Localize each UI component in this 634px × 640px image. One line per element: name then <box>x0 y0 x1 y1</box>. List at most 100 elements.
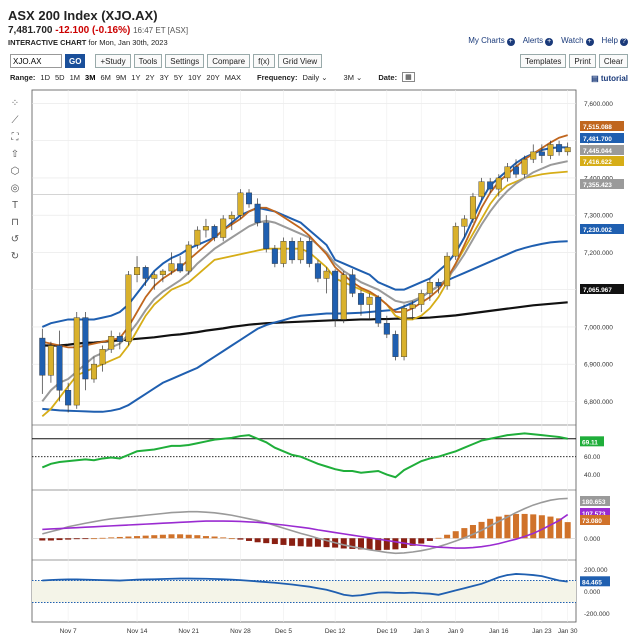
quote-time: 16:47 ET [ASX] <box>133 26 189 35</box>
calendar-icon[interactable]: ▦ <box>402 72 415 82</box>
magnet-icon[interactable]: ⊓ <box>11 217 19 228</box>
candle <box>478 181 485 197</box>
range-option-2y[interactable]: 2Y <box>145 72 155 82</box>
range-option-10y[interactable]: 10Y <box>188 72 202 82</box>
range-option-5d[interactable]: 5D <box>55 72 65 82</box>
x-tick-label: Jan 23 <box>532 628 552 635</box>
compare-button[interactable]: Compare <box>207 54 251 68</box>
candle <box>357 293 364 305</box>
price-tick-label: 7,400.000 <box>584 175 613 182</box>
frequency-label: Frequency: <box>257 72 298 82</box>
candle <box>521 159 528 175</box>
range-option-20y[interactable]: 20Y <box>206 72 220 82</box>
range-option-1y[interactable]: 1Y <box>131 72 141 82</box>
macd-histogram-bar <box>39 538 46 541</box>
circle-icon[interactable]: ◎ <box>10 183 20 194</box>
plus-icon: + <box>585 38 594 46</box>
macd-line <box>42 497 568 555</box>
range-option-3m[interactable]: 3M <box>85 72 96 82</box>
x-tick-label: Jan 30 <box>558 628 578 635</box>
macd-tag-label: 107.573 <box>582 511 606 518</box>
ma-blue-long-line <box>42 240 568 413</box>
range-option-6m[interactable]: 6M <box>100 72 111 82</box>
candle <box>185 244 192 272</box>
range-option-3y[interactable]: 3Y <box>159 72 169 82</box>
text-icon[interactable]: T <box>11 200 19 211</box>
watch-link[interactable]: Watch + <box>561 36 594 46</box>
measure-icon[interactable]: ⛶ <box>11 132 19 143</box>
price-tag-label: 7,065.967 <box>583 287 612 294</box>
macd-histogram-bar <box>444 534 451 539</box>
chevron-down-icon: ⌄ <box>321 72 328 82</box>
crosshair-icon[interactable]: ⁘ <box>10 98 20 109</box>
alerts-link[interactable]: Alerts + <box>522 36 554 46</box>
candle <box>159 270 166 275</box>
price-tag-label: 7,416.622 <box>583 159 612 166</box>
undo-icon[interactable]: ↺ <box>10 234 20 245</box>
x-tick-label: Jan 3 <box>413 628 429 635</box>
price-tag <box>580 284 624 294</box>
candle <box>340 274 347 320</box>
range-option-5y[interactable]: 5Y <box>173 72 184 82</box>
stoch-tick-label: 60.00 <box>584 454 601 461</box>
candle <box>99 349 106 365</box>
range-option-1d[interactable]: 1D <box>40 72 51 82</box>
templates-button[interactable]: Templates <box>519 54 567 68</box>
add-study-button[interactable]: +Study <box>95 54 131 68</box>
print-button[interactable]: Print <box>569 54 596 68</box>
chart-toolbar: GO +Study Tools Settings Compare f(x) Gr… <box>10 54 323 68</box>
macd-histogram-bar <box>56 538 63 541</box>
price-tick-label: 7,000.000 <box>584 324 613 331</box>
candle <box>177 263 184 272</box>
arrow-icon[interactable]: ⇧ <box>10 149 20 160</box>
tutorial-link[interactable]: ▤ tutorial <box>591 74 628 83</box>
candle <box>332 270 339 320</box>
price-tag <box>580 179 624 189</box>
plus-icon: + <box>545 38 554 46</box>
macd-histogram-bar <box>271 538 278 545</box>
macd-tag <box>580 515 610 525</box>
x-tick-label: Dec 12 <box>325 628 346 635</box>
macd-histogram-bar <box>349 538 356 549</box>
price-tick-label: 7,600.000 <box>584 101 613 108</box>
range-bar: Range: 1D 5D 1M 3M 6M 9M 1Y 2Y 3Y 5Y 10Y 20Y MAX Fre… <box>10 72 415 82</box>
osc-tick-label: 0.000 <box>584 589 601 596</box>
x-tick-label: Nov 14 <box>127 628 148 635</box>
redo-icon[interactable]: ↻ <box>10 251 20 262</box>
my-charts-link[interactable]: My Charts + <box>468 36 515 46</box>
range-option-max[interactable]: MAX <box>224 72 242 82</box>
date-label: Date: <box>378 72 398 82</box>
x-tick-label: Nov 28 <box>230 628 251 635</box>
candle <box>90 363 97 380</box>
candle <box>289 241 296 261</box>
settings-button[interactable]: Settings <box>165 54 205 68</box>
macd-histogram-bar <box>228 538 235 540</box>
candle <box>142 267 149 279</box>
go-button[interactable]: GO <box>65 54 86 68</box>
help-link[interactable]: Help? <box>602 36 628 46</box>
x-tick-label: Dec 19 <box>377 628 398 635</box>
range-option-9m[interactable]: 9M <box>115 72 127 82</box>
subtitle-date: for Mon, Jan 30th, 2023 <box>86 38 168 47</box>
fx-button[interactable]: f(x) <box>253 54 275 68</box>
macd-histogram-bar <box>168 534 175 539</box>
osc-tick-label: 200.000 <box>584 567 608 574</box>
price-tick-label: 7,300.000 <box>584 213 613 220</box>
candle <box>435 282 442 287</box>
shapes-icon[interactable]: ⬡ <box>10 166 20 177</box>
price-tag-label: 7,355.423 <box>583 182 612 189</box>
macd-histogram-bar <box>116 536 123 539</box>
frequency-select[interactable]: Daily ⌄ <box>302 72 328 82</box>
line-tool-icon[interactable]: ⟋ <box>11 115 19 126</box>
range-option-1m[interactable]: 1M <box>69 72 81 82</box>
candle <box>220 218 227 238</box>
macd-histogram-bar <box>90 538 97 540</box>
macd-histogram-bar <box>237 538 244 540</box>
macd-histogram-bar <box>65 538 72 540</box>
symbol-input[interactable] <box>10 54 62 68</box>
tools-button[interactable]: Tools <box>133 54 163 68</box>
clear-button[interactable]: Clear <box>598 54 628 68</box>
period-select[interactable]: 3M ⌄ <box>343 72 363 82</box>
grid-view-button[interactable]: Grid View <box>277 54 323 68</box>
